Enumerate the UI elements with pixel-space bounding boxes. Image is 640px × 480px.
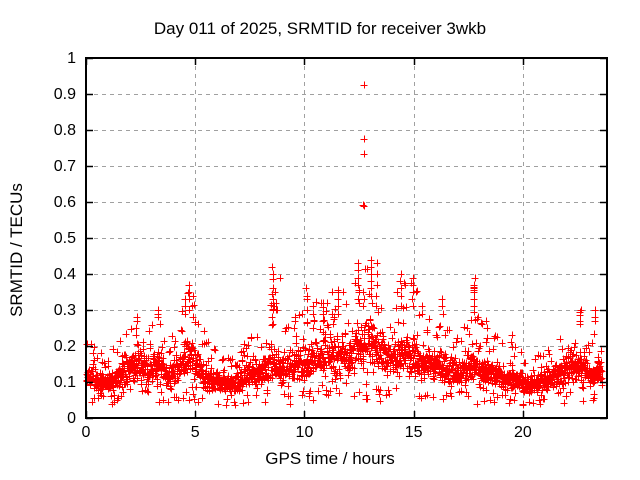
outlier-points [359, 81, 368, 210]
y-tick-label: 0.5 [54, 230, 76, 247]
y-tick-label: 0.1 [54, 374, 76, 391]
x-tick-label: 15 [405, 424, 423, 441]
y-tick-label: 0.8 [54, 122, 76, 139]
y-tick-label: 0.3 [54, 302, 76, 319]
scatter-points [83, 256, 606, 409]
x-tick-label: 0 [82, 424, 91, 441]
x-axis-label: GPS time / hours [265, 449, 394, 468]
y-tick-label: 0.4 [54, 266, 76, 283]
y-tick-label: 0.9 [54, 86, 76, 103]
x-tick-labels: 0 5 10 15 20 [82, 424, 532, 441]
axis-ticks [85, 57, 607, 420]
x-tick-label: 20 [514, 424, 532, 441]
x-tick-label: 5 [191, 424, 200, 441]
y-tick-label: 1 [67, 50, 76, 67]
outlier-markers [359, 81, 368, 210]
y-tick-label: 0.2 [54, 338, 76, 355]
y-axis-label: SRMTID / TECUs [7, 183, 26, 317]
data-series-markers [83, 256, 606, 409]
y-tick-label: 0.6 [54, 194, 76, 211]
y-tick-label: 0.7 [54, 158, 76, 175]
chart-title: Day 011 of 2025, SRMTID for receiver 3wk… [154, 19, 486, 38]
x-tick-label: 10 [296, 424, 314, 441]
y-tick-labels: 0 0.1 0.2 0.3 0.4 0.5 0.6 0.7 0.8 0.9 1 [54, 50, 76, 427]
y-tick-label: 0 [67, 410, 76, 427]
